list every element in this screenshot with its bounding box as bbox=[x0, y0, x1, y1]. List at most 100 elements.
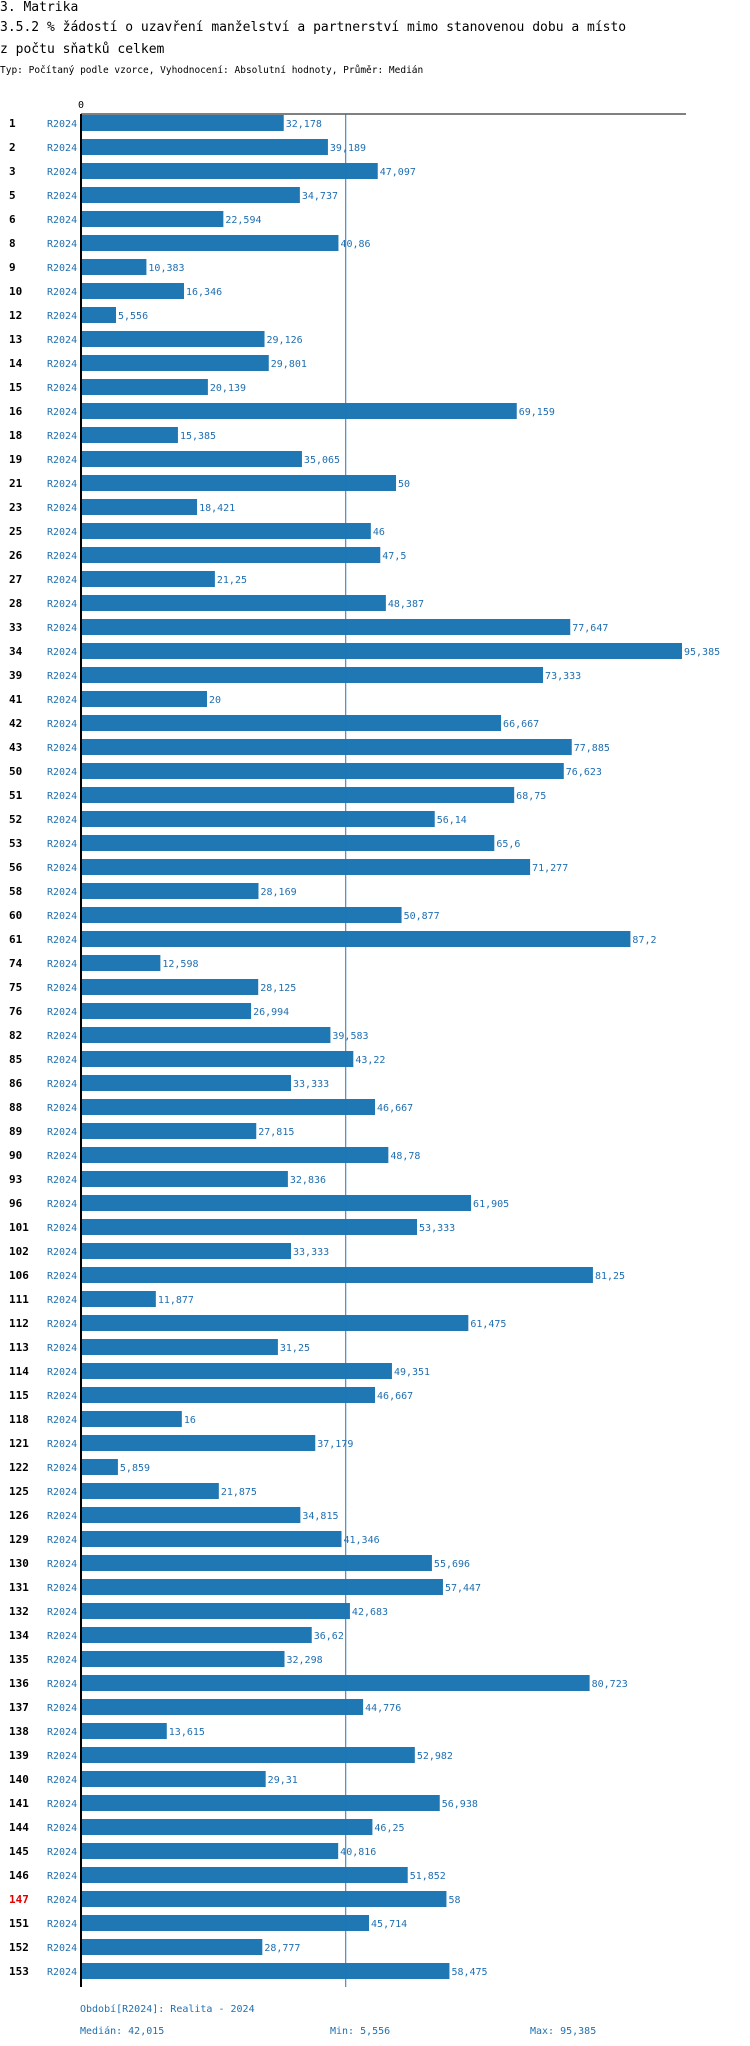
bar-value-label: 71,277 bbox=[532, 863, 568, 874]
category-label: 16 bbox=[9, 405, 23, 418]
bar-value-label: 37,179 bbox=[317, 1439, 353, 1450]
bar bbox=[81, 1099, 376, 1115]
bar bbox=[81, 1483, 219, 1499]
category-label: 147 bbox=[9, 1893, 29, 1906]
category-label: 88 bbox=[9, 1101, 22, 1114]
bar bbox=[81, 1531, 342, 1547]
bar-value-label: 47,5 bbox=[382, 551, 406, 562]
category-label: 52 bbox=[9, 813, 22, 826]
category-label: 19 bbox=[9, 453, 22, 466]
category-label: 58 bbox=[9, 885, 22, 898]
series-label: R2024 bbox=[47, 1559, 77, 1570]
bar bbox=[81, 355, 269, 371]
category-label: 26 bbox=[9, 549, 23, 562]
series-label: R2024 bbox=[47, 1103, 77, 1114]
category-label: 15 bbox=[9, 381, 22, 394]
bar-value-label: 81,25 bbox=[595, 1271, 625, 1282]
bar bbox=[81, 1219, 418, 1235]
bar-value-label: 58,475 bbox=[451, 1967, 487, 1978]
series-label: R2024 bbox=[47, 1175, 77, 1186]
series-label: R2024 bbox=[47, 1463, 77, 1474]
series-label: R2024 bbox=[47, 1943, 77, 1954]
series-label: R2024 bbox=[47, 503, 77, 514]
bar bbox=[81, 1891, 447, 1907]
bar bbox=[81, 499, 198, 515]
bar-value-label: 95,385 bbox=[684, 647, 720, 658]
category-label: 118 bbox=[9, 1413, 29, 1426]
bar-value-label: 42,683 bbox=[352, 1607, 388, 1618]
bar-value-label: 46,667 bbox=[377, 1103, 413, 1114]
bar-value-label: 87,2 bbox=[632, 935, 656, 946]
bar bbox=[81, 163, 378, 179]
bar bbox=[81, 523, 371, 539]
bar bbox=[81, 715, 502, 731]
bar-value-label: 44,776 bbox=[365, 1703, 401, 1714]
chart-title: 3.5.2 % žádostí o uzavření manželství a … bbox=[0, 20, 627, 35]
bar bbox=[81, 571, 215, 587]
series-label: R2024 bbox=[47, 455, 77, 466]
series-label: R2024 bbox=[47, 1199, 77, 1210]
series-label: R2024 bbox=[47, 1055, 77, 1066]
bar bbox=[81, 139, 328, 155]
category-label: 82 bbox=[9, 1029, 22, 1042]
bar bbox=[81, 1771, 266, 1787]
bar-value-label: 49,351 bbox=[394, 1367, 430, 1378]
series-label: R2024 bbox=[47, 311, 77, 322]
chart-title-continued: z počtu sňatků celkem bbox=[0, 42, 165, 57]
bar-value-label: 66,667 bbox=[503, 719, 539, 730]
bar bbox=[81, 187, 300, 203]
category-label: 41 bbox=[9, 693, 23, 706]
bar bbox=[81, 1339, 278, 1355]
bar bbox=[81, 1963, 450, 1979]
bar-value-label: 46,25 bbox=[374, 1823, 404, 1834]
series-label: R2024 bbox=[47, 1583, 77, 1594]
category-label: 28 bbox=[9, 597, 22, 610]
bar bbox=[81, 259, 147, 275]
bar bbox=[81, 1915, 370, 1931]
bar-value-label: 56,14 bbox=[437, 815, 467, 826]
series-label: R2024 bbox=[47, 1775, 77, 1786]
series-label: R2024 bbox=[47, 359, 77, 370]
series-label: R2024 bbox=[47, 1871, 77, 1882]
bar-value-label: 48,387 bbox=[388, 599, 424, 610]
category-label: 146 bbox=[9, 1869, 29, 1882]
series-label: R2024 bbox=[47, 1487, 77, 1498]
series-label: R2024 bbox=[47, 1727, 77, 1738]
bar-value-label: 13,615 bbox=[169, 1727, 205, 1738]
category-label: 106 bbox=[9, 1269, 29, 1282]
series-label: R2024 bbox=[47, 119, 77, 130]
category-label: 74 bbox=[9, 957, 23, 970]
bar-value-label: 50,877 bbox=[404, 911, 440, 922]
category-label: 138 bbox=[9, 1725, 29, 1738]
bar-value-label: 45,714 bbox=[371, 1919, 407, 1930]
bar-value-label: 58 bbox=[448, 1895, 460, 1906]
bar bbox=[81, 1603, 350, 1619]
bar-value-label: 28,169 bbox=[260, 887, 296, 898]
bar bbox=[81, 739, 572, 755]
bar bbox=[81, 1411, 182, 1427]
bar bbox=[81, 1795, 440, 1811]
bar-value-label: 20 bbox=[209, 695, 221, 706]
bar-value-label: 31,25 bbox=[280, 1343, 310, 1354]
bar-value-label: 52,982 bbox=[417, 1751, 453, 1762]
series-label: R2024 bbox=[47, 239, 77, 250]
bar-value-label: 46,667 bbox=[377, 1391, 413, 1402]
bar-value-label: 46 bbox=[373, 527, 385, 538]
category-label: 141 bbox=[9, 1797, 29, 1810]
series-label: R2024 bbox=[47, 287, 77, 298]
series-label: R2024 bbox=[47, 1823, 77, 1834]
series-label: R2024 bbox=[47, 1079, 77, 1090]
category-label: 121 bbox=[9, 1437, 29, 1450]
bar-value-label: 41,346 bbox=[344, 1535, 380, 1546]
series-label: R2024 bbox=[47, 1319, 77, 1330]
category-label: 75 bbox=[9, 981, 22, 994]
series-label: R2024 bbox=[47, 479, 77, 490]
series-label: R2024 bbox=[47, 263, 77, 274]
bar bbox=[81, 619, 571, 635]
category-label: 61 bbox=[9, 933, 23, 946]
category-label: 114 bbox=[9, 1365, 29, 1378]
bar-value-label: 12,598 bbox=[162, 959, 198, 970]
bar bbox=[81, 475, 397, 491]
category-label: 1 bbox=[9, 117, 16, 130]
bar-value-label: 56,938 bbox=[442, 1799, 478, 1810]
